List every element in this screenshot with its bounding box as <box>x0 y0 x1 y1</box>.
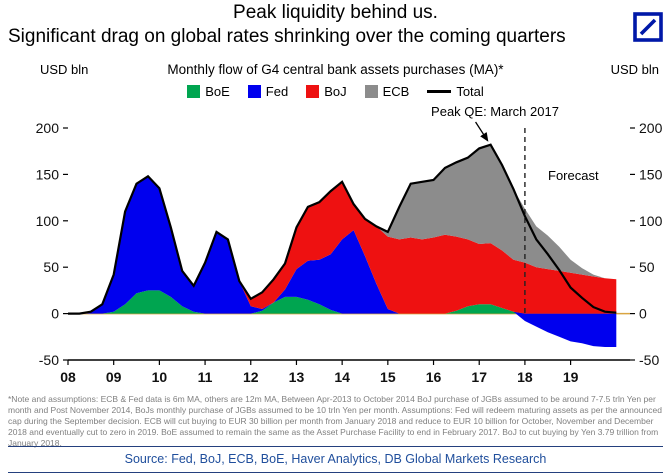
footnote: *Note and assumptions: ECB & Fed data is… <box>8 394 662 449</box>
legend-label-ecb: ECB <box>382 84 410 99</box>
legend-swatch-boe <box>187 85 201 98</box>
x-tick-label: 19 <box>563 369 579 385</box>
x-tick-label: 08 <box>60 369 76 385</box>
legend-label-boj: BoJ <box>324 84 347 99</box>
y-tick-label-left: 200 <box>36 120 60 136</box>
x-tick-label: 18 <box>517 369 533 385</box>
y-tick-label-right: 50 <box>639 259 655 275</box>
y-axis-title-right: USD bln <box>610 62 659 77</box>
title-line-1: Peak liquidity behind us. <box>233 2 438 23</box>
x-tick-label: 09 <box>106 369 122 385</box>
area-boj <box>68 176 617 314</box>
deutsche-bank-logo-icon <box>633 12 663 42</box>
x-tick-label: 16 <box>426 369 442 385</box>
legend-label-fed: Fed <box>265 84 289 99</box>
x-tick-label: 10 <box>152 369 168 385</box>
y-tick-label-left: 150 <box>36 166 60 182</box>
peak-annotation-arrow <box>475 121 489 142</box>
y-tick-label-left: 0 <box>51 306 59 322</box>
annotation-peak-qe: Peak QE: March 2017 <box>431 104 559 119</box>
legend-item-total: Total <box>427 84 484 99</box>
legend-swatch-boj <box>306 85 320 98</box>
legend-item-ecb: ECB <box>364 84 410 99</box>
annotation-forecast: Forecast <box>548 168 599 183</box>
x-tick-label: 11 <box>198 369 213 385</box>
area-ecb <box>68 144 617 314</box>
legend-item-fed: Fed <box>247 84 289 99</box>
x-tick-label: 17 <box>471 369 487 385</box>
x-tick-label: 12 <box>243 369 259 385</box>
y-tick-label-right: 100 <box>639 213 663 229</box>
area-boe <box>68 290 617 314</box>
chart-subtitle: Monthly flow of G4 central bank assets p… <box>167 62 504 77</box>
y-tick-label-right: 0 <box>639 306 647 322</box>
y-axis-title-left: USD bln <box>40 62 89 77</box>
y-tick-label-right: 150 <box>639 166 663 182</box>
y-tick-label-left: 100 <box>36 213 60 229</box>
y-tick-label-right: -50 <box>639 352 659 368</box>
legend-label-boe: BoE <box>205 84 230 99</box>
source-line: Source: Fed, BoJ, ECB, BoE, Haver Analyt… <box>8 446 663 473</box>
y-tick-label-right: 200 <box>639 120 663 136</box>
title-line-2: Significant drag on global rates shrinki… <box>8 26 566 47</box>
total-line <box>68 143 617 315</box>
area-fed <box>68 176 617 347</box>
legend-label-total: Total <box>456 84 484 99</box>
y-tick-label-left: 50 <box>43 259 59 275</box>
chart-legend: BoE Fed BoJ ECB Total <box>0 84 671 99</box>
y-tick-label-left: -50 <box>39 352 59 368</box>
legend-swatch-ecb <box>364 85 378 98</box>
x-tick-label: 14 <box>334 369 350 385</box>
x-tick-label: 15 <box>380 369 396 385</box>
legend-total-line-swatch <box>427 90 452 93</box>
legend-item-boe: BoE <box>187 84 230 99</box>
legend-swatch-fed <box>247 85 261 98</box>
x-tick-label: 13 <box>289 369 305 385</box>
legend-item-boj: BoJ <box>306 84 347 99</box>
